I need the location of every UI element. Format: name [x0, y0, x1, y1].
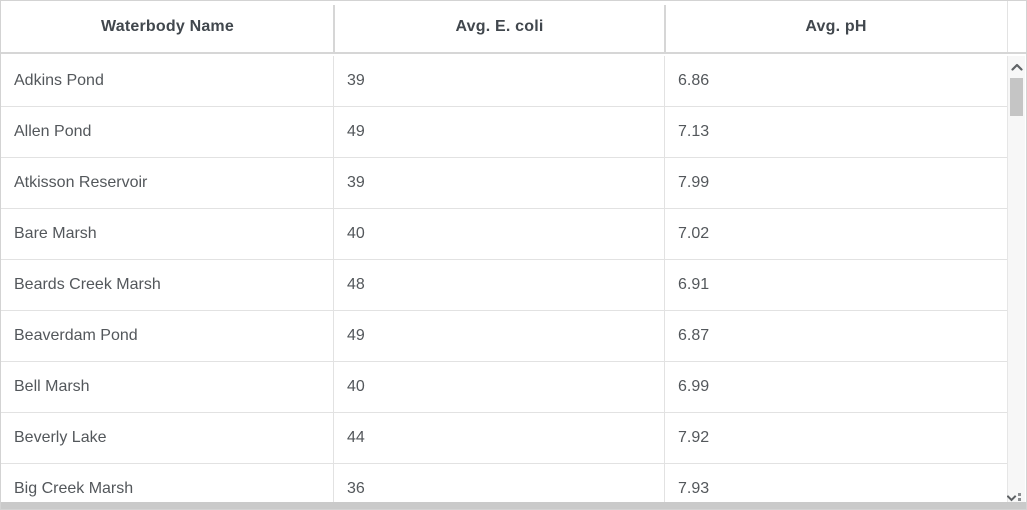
cell-waterbody-name[interactable]: Bare Marsh	[1, 209, 334, 260]
cell-avg-ph[interactable]: 6.99	[665, 362, 1009, 413]
cell-waterbody-name[interactable]: Allen Pond	[1, 107, 334, 158]
table-row[interactable]: Atkisson Reservoir 39 7.99	[1, 158, 1009, 209]
cell-avg-ph[interactable]: 6.91	[665, 260, 1009, 311]
cell-avg-ph[interactable]: 7.99	[665, 158, 1009, 209]
cell-avg-ecoli[interactable]: 44	[334, 413, 665, 464]
column-header-avg-ecoli[interactable]: Avg. E. coli	[334, 1, 666, 52]
cell-avg-ecoli[interactable]: 48	[334, 260, 665, 311]
cell-waterbody-name[interactable]: Big Creek Marsh	[1, 464, 334, 502]
column-header-avg-ph[interactable]: Avg. pH	[665, 1, 1008, 52]
cell-avg-ph[interactable]: 7.02	[665, 209, 1009, 260]
cell-waterbody-name[interactable]: Beards Creek Marsh	[1, 260, 334, 311]
table-row[interactable]: Bare Marsh 40 7.02	[1, 209, 1009, 260]
table-body: Adkins Pond 39 6.86 Allen Pond 49 7.13 A…	[1, 56, 1009, 502]
cell-avg-ph[interactable]: 6.87	[665, 311, 1009, 362]
cell-avg-ecoli[interactable]: 39	[334, 56, 665, 107]
cell-waterbody-name[interactable]: Atkisson Reservoir	[1, 158, 334, 209]
chevron-up-icon	[1010, 58, 1023, 76]
cell-avg-ph[interactable]: 7.13	[665, 107, 1009, 158]
cell-waterbody-name[interactable]: Bell Marsh	[1, 362, 334, 413]
table-row[interactable]: Allen Pond 49 7.13	[1, 107, 1009, 158]
cell-avg-ecoli[interactable]: 36	[334, 464, 665, 502]
cell-avg-ecoli[interactable]: 49	[334, 107, 665, 158]
column-header-waterbody-name[interactable]: Waterbody Name	[1, 1, 335, 52]
cell-avg-ecoli[interactable]: 49	[334, 311, 665, 362]
table-row[interactable]: Adkins Pond 39 6.86	[1, 56, 1009, 107]
scrollbar-thumb[interactable]	[1010, 78, 1023, 116]
table-row[interactable]: Beverly Lake 44 7.92	[1, 413, 1009, 464]
table-row[interactable]: Beaverdam Pond 49 6.87	[1, 311, 1009, 362]
cell-waterbody-name[interactable]: Beaverdam Pond	[1, 311, 334, 362]
table-row[interactable]: Beards Creek Marsh 48 6.91	[1, 260, 1009, 311]
vertical-scrollbar[interactable]	[1007, 56, 1025, 502]
table-row[interactable]: Big Creek Marsh 36 7.93	[1, 464, 1009, 502]
horizontal-scrollbar-track[interactable]	[1, 502, 1026, 509]
table-header-corner	[1008, 1, 1026, 52]
cell-waterbody-name[interactable]: Adkins Pond	[1, 56, 334, 107]
scroll-up-button[interactable]	[1008, 58, 1025, 76]
cell-avg-ecoli[interactable]: 39	[334, 158, 665, 209]
cell-avg-ph[interactable]: 6.86	[665, 56, 1009, 107]
table-row[interactable]: Bell Marsh 40 6.99	[1, 362, 1009, 413]
cell-avg-ecoli[interactable]: 40	[334, 209, 665, 260]
cell-waterbody-name[interactable]: Beverly Lake	[1, 413, 334, 464]
cell-avg-ecoli[interactable]: 40	[334, 362, 665, 413]
table-header-row: Waterbody Name Avg. E. coli Avg. pH	[1, 1, 1026, 54]
cell-avg-ph[interactable]: 7.92	[665, 413, 1009, 464]
cell-avg-ph[interactable]: 7.93	[665, 464, 1009, 502]
